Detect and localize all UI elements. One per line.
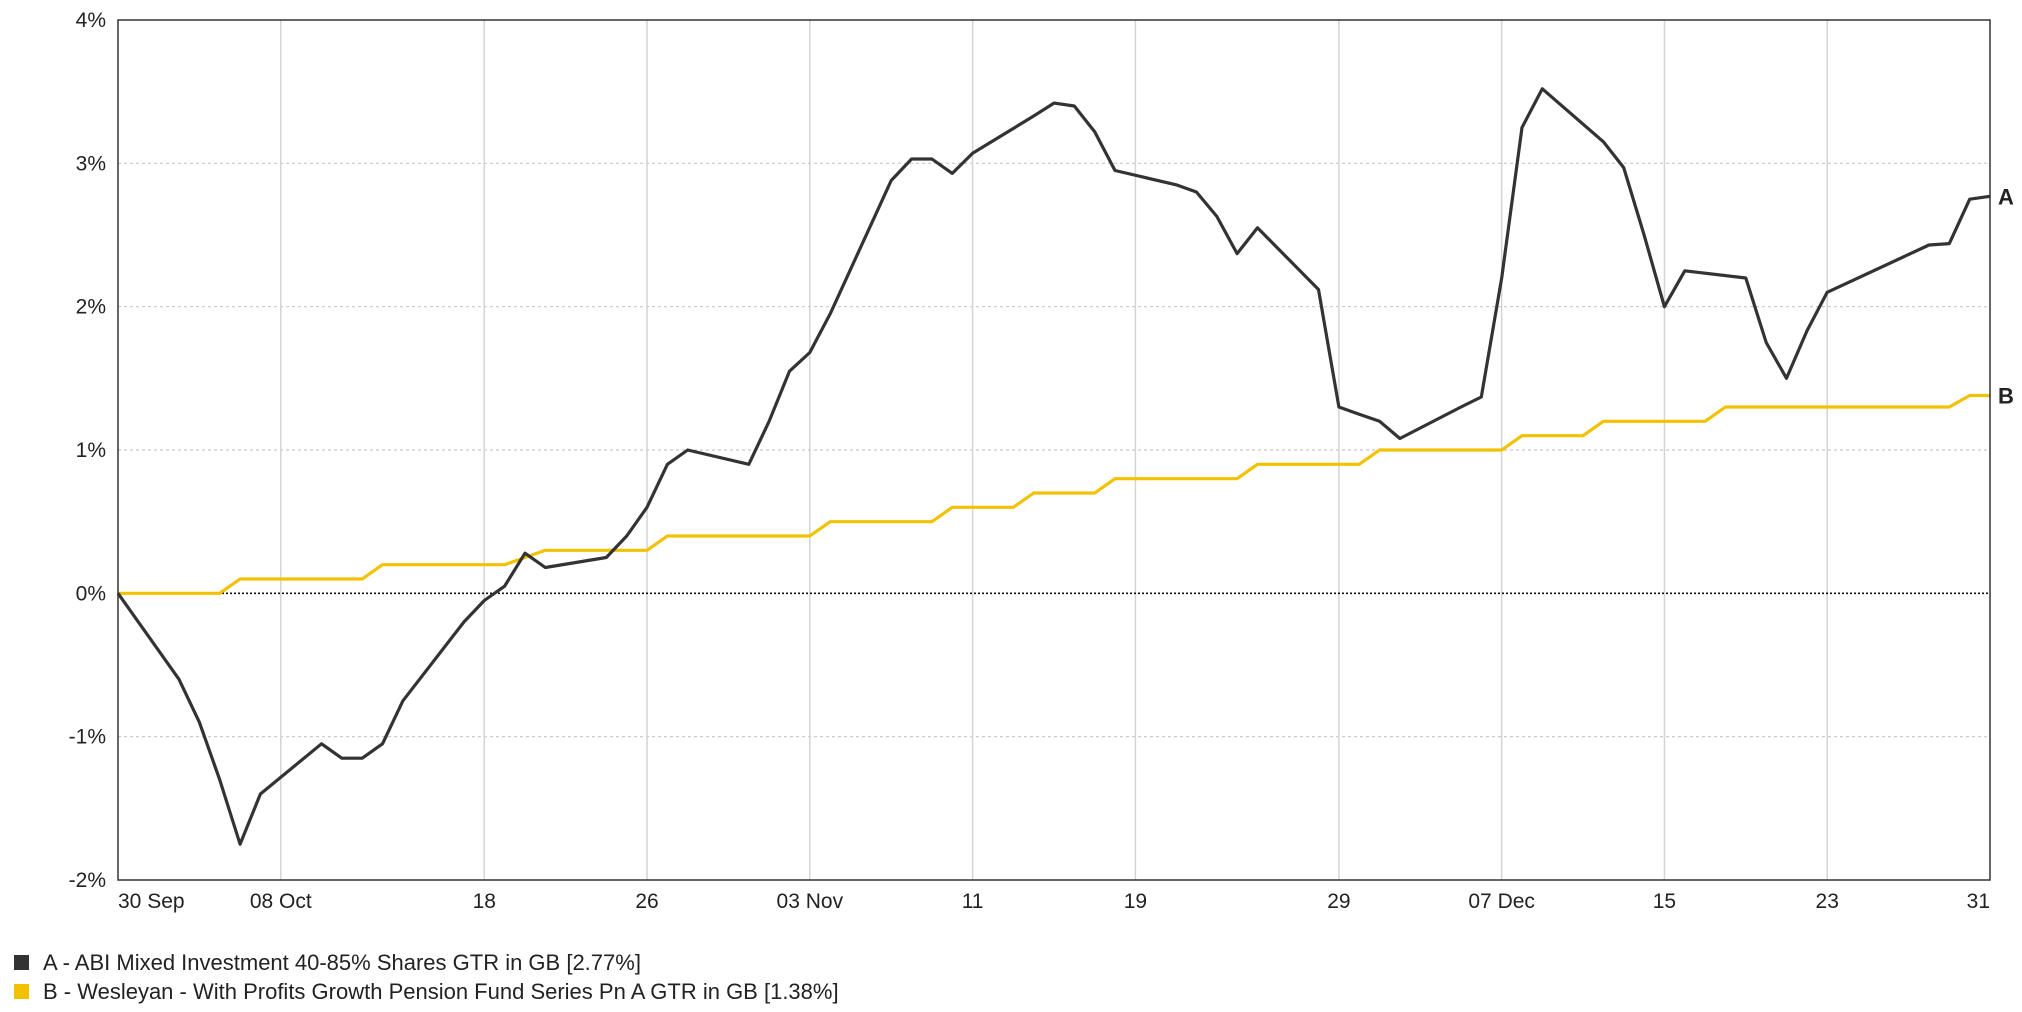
x-tick-label: 29 bbox=[1327, 890, 1350, 913]
legend-label-b: B - Wesleyan - With Profits Growth Pensi… bbox=[43, 978, 839, 1004]
series-line-b bbox=[118, 393, 1990, 595]
y-axis-tick-labels: 4% 3% 2% 1% 0% -1% -2% bbox=[69, 9, 106, 892]
y-tick-label: 3% bbox=[76, 152, 106, 175]
legend-item-b: B - Wesleyan - With Profits Growth Pensi… bbox=[14, 977, 839, 1006]
legend: A - ABI Mixed Investment 40-85% Shares G… bbox=[14, 948, 839, 1006]
x-tick-label: 26 bbox=[635, 890, 658, 913]
plot-frame bbox=[117, 19, 1991, 881]
legend-swatch-a bbox=[14, 955, 29, 970]
x-tick-label: 18 bbox=[473, 890, 496, 913]
end-label-b: B bbox=[1998, 384, 2014, 409]
y-tick-label: 2% bbox=[76, 296, 106, 319]
x-axis-tick-labels: 30 Sep 08 Oct 18 26 03 Nov 11 19 29 07 Dec 15 23 31 bbox=[118, 890, 1990, 913]
series-lines bbox=[116, 87, 1991, 846]
horizontal-gridlines bbox=[118, 162, 1990, 738]
end-label-a: A bbox=[1998, 184, 2014, 209]
series-line-a bbox=[116, 87, 1991, 846]
y-tick-label: 0% bbox=[76, 582, 106, 605]
x-tick-label: 19 bbox=[1124, 890, 1147, 913]
legend-label-a: A - ABI Mixed Investment 40-85% Shares G… bbox=[43, 949, 641, 975]
x-tick-label: 30 Sep bbox=[118, 890, 185, 913]
series-end-labels: BA bbox=[1998, 184, 2014, 408]
y-tick-label: 4% bbox=[76, 9, 106, 32]
x-tick-label: 31 bbox=[1967, 890, 1990, 913]
y-tick-label: 1% bbox=[76, 439, 106, 462]
legend-swatch-b bbox=[14, 984, 29, 999]
x-tick-label: 03 Nov bbox=[777, 890, 844, 913]
x-tick-label: 08 Oct bbox=[250, 890, 312, 913]
x-tick-label: 11 bbox=[962, 890, 984, 913]
x-tick-label: 23 bbox=[1816, 890, 1839, 913]
x-tick-label: 15 bbox=[1653, 890, 1676, 913]
y-tick-label: -1% bbox=[69, 726, 106, 749]
legend-item-a: A - ABI Mixed Investment 40-85% Shares G… bbox=[14, 948, 839, 977]
y-tick-label: -2% bbox=[69, 869, 106, 892]
vertical-gridlines bbox=[280, 20, 1828, 880]
x-tick-label: 07 Dec bbox=[1468, 890, 1535, 913]
